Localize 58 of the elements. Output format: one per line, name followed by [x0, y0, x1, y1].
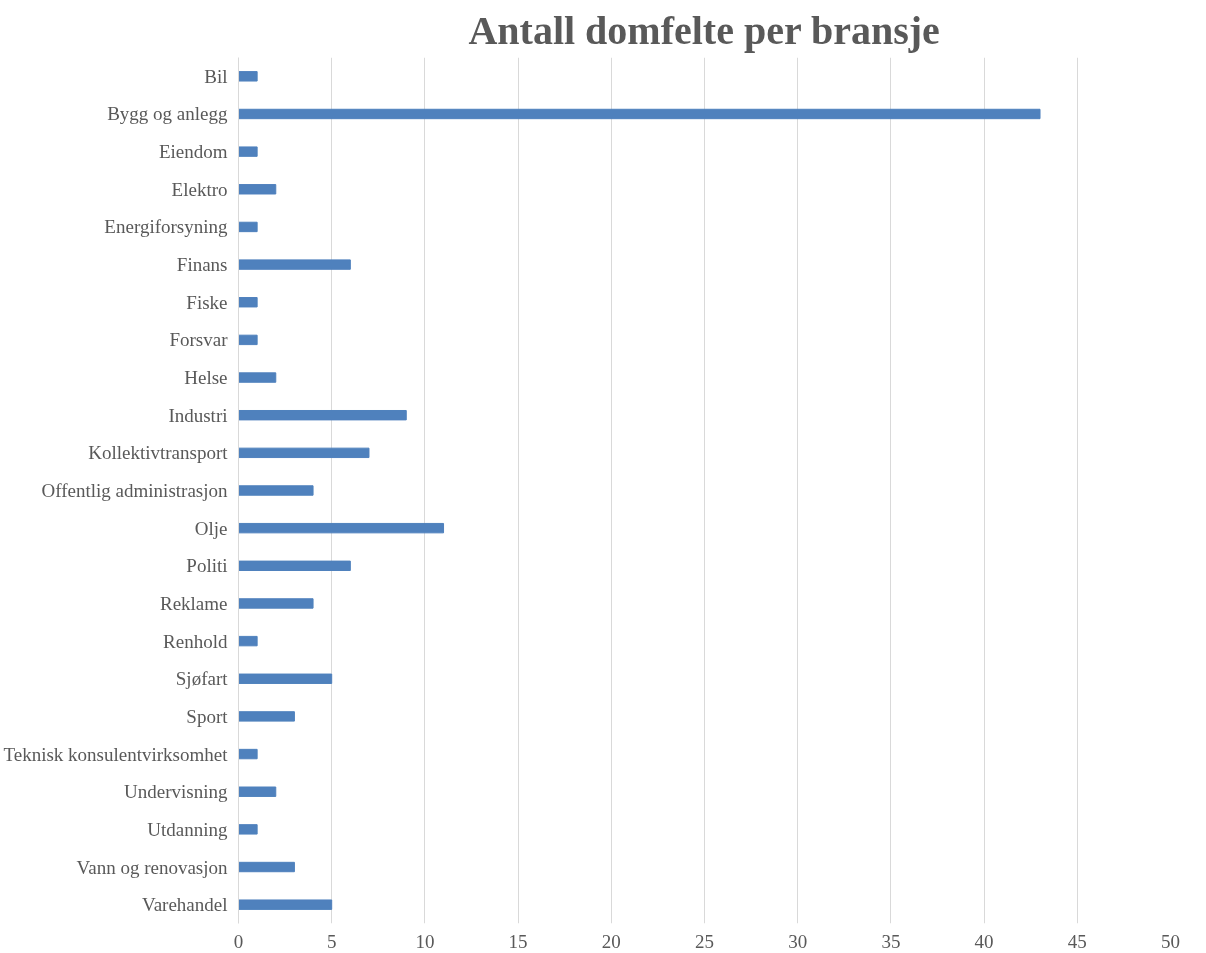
bar — [238, 259, 351, 270]
bar — [238, 297, 258, 308]
bar — [238, 861, 295, 873]
bar — [238, 71, 258, 82]
x-tick-label: 0 — [233, 930, 244, 952]
x-tick-label: 10 — [415, 930, 435, 952]
bar — [238, 635, 258, 647]
bar — [238, 146, 258, 157]
y-tick-label: Bil — [204, 65, 228, 87]
x-tick-label: 5 — [326, 930, 337, 952]
y-tick-label: Varehandel — [142, 894, 228, 916]
y-tick-label: Reklame — [159, 592, 228, 614]
bar — [238, 221, 258, 233]
y-tick-label: Fiske — [186, 291, 228, 313]
y-tick-label: Kollektivtransport — [88, 442, 229, 464]
bar — [238, 522, 445, 534]
x-tick-label: 50 — [1161, 930, 1180, 952]
bar — [238, 824, 258, 835]
y-tick-label: Eiendom — [158, 141, 228, 163]
y-tick-label: Energiforsyning — [104, 216, 228, 238]
bar — [238, 560, 351, 572]
bar — [238, 108, 1041, 120]
x-tick-label: 45 — [1067, 930, 1087, 952]
y-tick-label: Olje — [194, 517, 228, 539]
y-tick-label: Sjøfart — [175, 668, 229, 690]
bar — [238, 598, 314, 609]
x-tick-label: 40 — [974, 930, 994, 952]
bar — [238, 334, 258, 346]
bar — [238, 409, 407, 421]
y-tick-label: Undervisning — [124, 781, 228, 803]
x-tick-label: 30 — [788, 930, 808, 952]
y-tick-label: Sport — [186, 705, 229, 727]
x-tick-label: 20 — [601, 930, 621, 952]
y-tick-label: Finans — [176, 254, 228, 276]
y-tick-label: Vann og renovasjon — [76, 856, 228, 878]
y-tick-label: Offentlig administrasjon — [41, 480, 228, 501]
bar — [238, 673, 333, 684]
bar — [238, 447, 370, 459]
y-tick-label: Elektro — [171, 178, 228, 200]
chart-title: Antall domfelte per bransje — [468, 7, 940, 53]
y-tick-label: Politi — [186, 555, 228, 577]
y-tick-label: Teknisk konsulentvirksomhet — [3, 743, 229, 765]
bar — [238, 899, 333, 910]
y-tick-label: Industri — [168, 404, 228, 426]
y-tick-label: Bygg og anlegg — [107, 103, 228, 125]
bar — [238, 748, 258, 760]
bar — [238, 711, 295, 722]
y-tick-label: Renhold — [163, 630, 228, 652]
x-tick-label: 25 — [695, 930, 714, 952]
y-tick-label: Utdanning — [147, 818, 228, 840]
bar — [238, 372, 277, 383]
x-tick-label: 15 — [508, 930, 528, 952]
bar — [238, 184, 277, 195]
y-tick-label: Forsvar — [169, 329, 229, 351]
x-tick-label: 35 — [881, 930, 901, 952]
bar — [238, 485, 314, 496]
bar — [238, 786, 277, 797]
y-tick-label: Helse — [184, 367, 228, 389]
